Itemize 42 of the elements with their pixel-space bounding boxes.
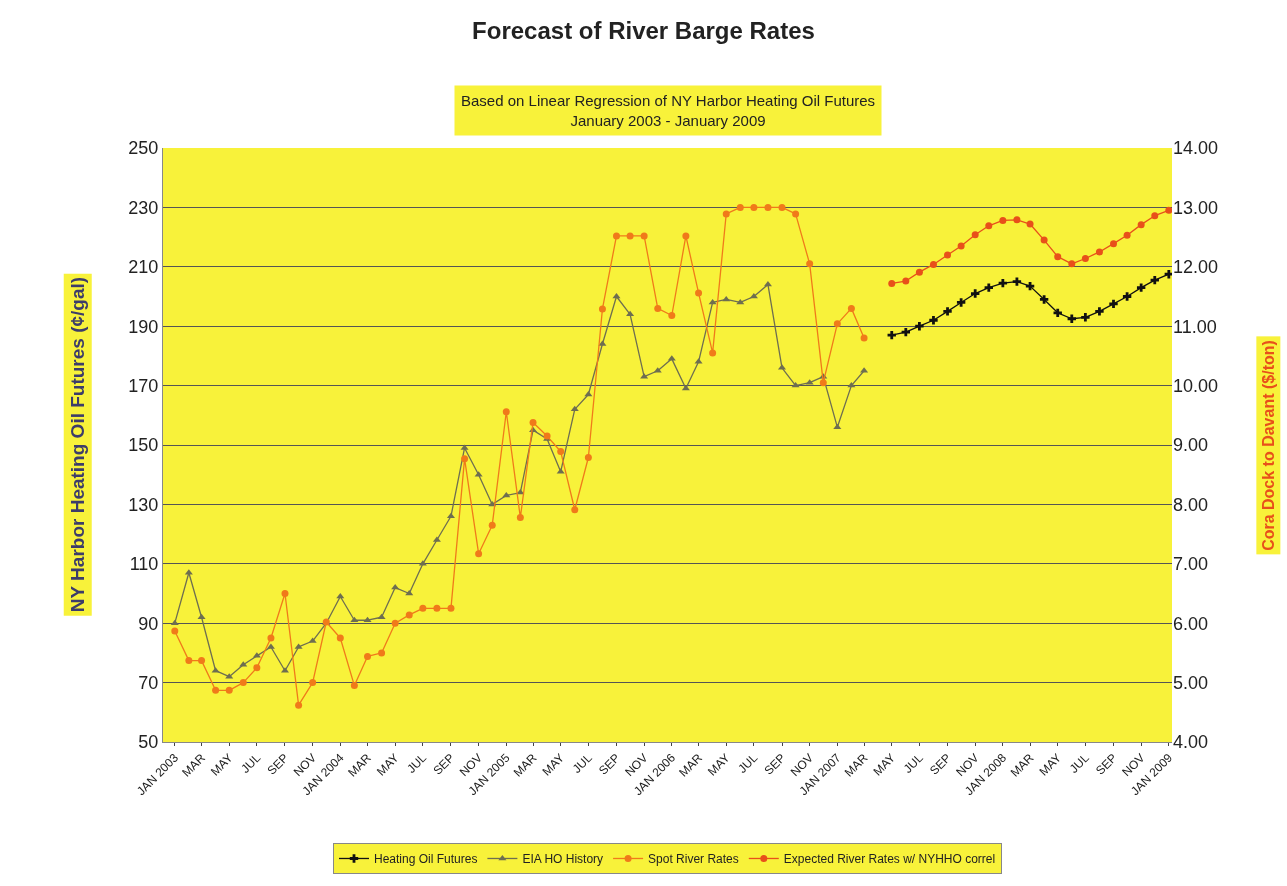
legend-label: Spot River Rates xyxy=(648,852,739,867)
x-tick-label: JUL xyxy=(1066,750,1092,776)
x-tick-label: SEP xyxy=(595,750,623,778)
y-tick-label: 150 xyxy=(128,435,159,456)
y-tick-label: 70 xyxy=(138,672,159,693)
y2-tick-label: 4.00 xyxy=(1173,732,1209,753)
y-tick-label: 250 xyxy=(128,138,159,159)
y-tick-label: 190 xyxy=(128,316,159,337)
y2-tick-label: 14.00 xyxy=(1173,138,1219,159)
y2-tick-label: 9.00 xyxy=(1173,435,1209,456)
y-tick-label: 170 xyxy=(128,375,159,396)
y2-tick-label: 11.00 xyxy=(1173,316,1217,337)
y2-tick-label: 5.00 xyxy=(1173,672,1209,693)
y2-tick-label: 10.00 xyxy=(1173,375,1219,396)
y2-tick-label: 12.00 xyxy=(1173,257,1219,278)
x-tick-label: SEP xyxy=(761,750,789,778)
legend-label: EIA HO History xyxy=(522,852,604,867)
y-tick-label: 130 xyxy=(128,494,159,515)
x-tick-label: SEP xyxy=(264,750,292,778)
y2-tick-label: 7.00 xyxy=(1173,554,1209,575)
chart-title: Forecast of River Barge Rates xyxy=(472,16,815,44)
y-tick-label: 210 xyxy=(128,257,159,278)
y2-tick-label: 6.00 xyxy=(1173,613,1209,634)
y-tick-label: 90 xyxy=(138,613,159,634)
y-tick-label: 50 xyxy=(138,732,159,753)
y2-tick-label: 13.00 xyxy=(1173,197,1219,218)
legend-label: Heating Oil Futures xyxy=(374,852,478,867)
y-axis-title: NY Harbor Heating Oil Futures (¢/gal) xyxy=(67,276,89,613)
y2-tick-label: 8.00 xyxy=(1173,494,1209,515)
y2-axis-title: Cora Dock to Davant ($/ton) xyxy=(1259,340,1277,551)
x-tick-label: JUL xyxy=(735,750,761,776)
x-tick-label: JUL xyxy=(569,750,595,776)
x-tick-label: SEP xyxy=(430,750,458,778)
legend-label: Expected River Rates w/ NYHHO correl xyxy=(783,852,996,867)
y-tick-label: 110 xyxy=(129,554,159,575)
x-tick-label: JUL xyxy=(404,750,430,776)
x-tick-label: JUL xyxy=(238,750,264,776)
y-tick-label: 230 xyxy=(128,197,159,218)
x-tick-label: SEP xyxy=(927,750,954,778)
x-tick-label: SEP xyxy=(1092,750,1120,778)
chart-subtitle: Based on Linear Regression of NY Harbor Heating Oil Futures January 2003 - January 2009 xyxy=(461,92,876,129)
x-tick-label: JUL xyxy=(900,750,926,776)
